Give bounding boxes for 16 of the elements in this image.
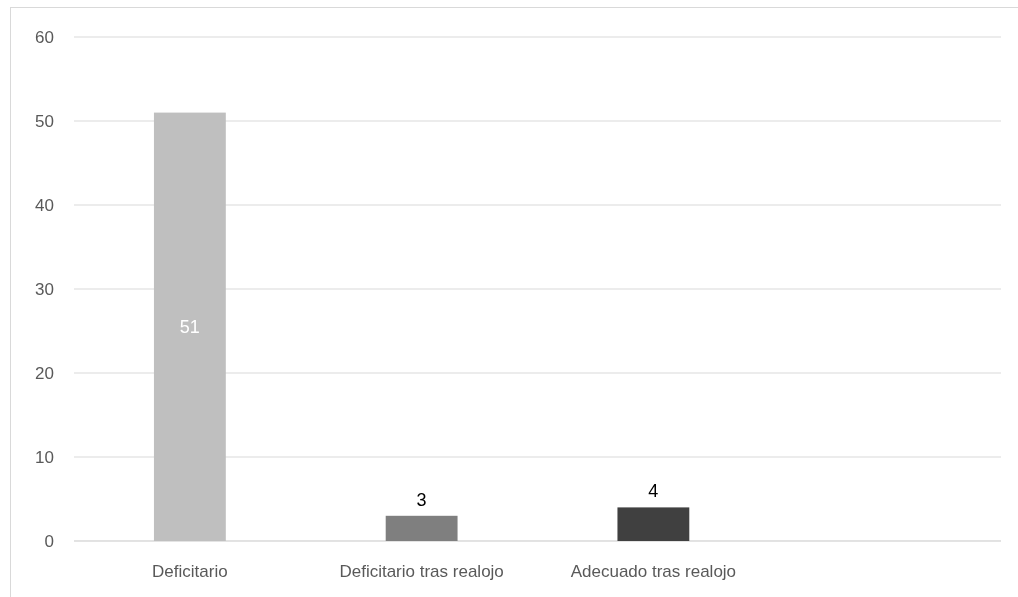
y-tick-label: 40 <box>35 195 54 215</box>
y-tick-label: 0 <box>44 531 54 551</box>
data-label: 51 <box>179 316 200 337</box>
y-tick-label: 60 <box>35 27 54 47</box>
y-tick-label: 50 <box>35 111 54 131</box>
bar <box>153 112 226 541</box>
y-tick-label: 20 <box>35 363 54 383</box>
bar <box>617 507 690 541</box>
x-tick-label: Deficitario <box>152 562 228 582</box>
data-label: 4 <box>648 481 659 502</box>
y-tick-label: 30 <box>35 279 54 299</box>
x-tick-label: Deficitario tras realojo <box>339 562 504 582</box>
data-label: 3 <box>416 489 427 510</box>
x-tick-label: Adecuado tras realojo <box>570 562 737 582</box>
y-tick-label: 10 <box>35 447 54 467</box>
bar <box>385 515 458 541</box>
